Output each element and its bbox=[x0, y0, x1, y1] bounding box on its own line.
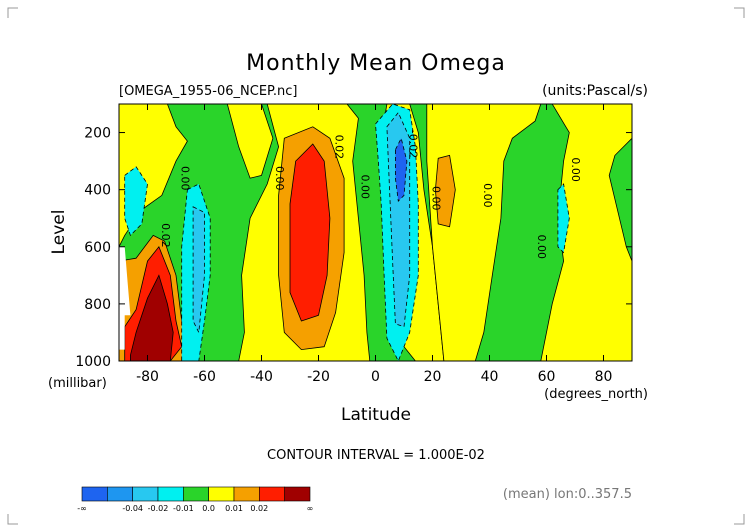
colorbar-label-4: 0.0 bbox=[202, 504, 215, 513]
y-tick-label-1: 400 bbox=[84, 183, 111, 199]
contour-region-12 bbox=[129, 274, 174, 361]
contour-label-3: 0.02 bbox=[333, 135, 346, 160]
contour-region-19 bbox=[394, 137, 408, 202]
x-tick-label-7: 60 bbox=[538, 369, 556, 385]
y-tick-label-0: 200 bbox=[84, 126, 111, 142]
contour-label-8: 0.00 bbox=[535, 235, 548, 260]
colorbar-swatch-8 bbox=[284, 486, 311, 502]
footer-text: (mean) lon:0..357.5 bbox=[503, 487, 632, 502]
x-tick-label-5: 20 bbox=[424, 369, 442, 385]
contour-label-6: 0.00 bbox=[430, 186, 443, 211]
corner-mark-bl bbox=[7, 514, 18, 525]
contour-interval-text: CONTOUR INTERVAL = 1.000E-02 bbox=[267, 448, 485, 463]
contour-region-9 bbox=[434, 154, 456, 228]
corner-mark-tl bbox=[7, 7, 18, 18]
colorbar: -∞ -0.04 -0.02 -0.01 0.0 0.01 0.02 ∞ bbox=[77, 486, 314, 513]
x-tick-label-1: -60 bbox=[193, 369, 216, 385]
contour-region-5 bbox=[426, 104, 542, 361]
contour-region-16 bbox=[557, 183, 570, 254]
colorbar-swatch-1 bbox=[107, 486, 133, 502]
contour-label-2: 0.00 bbox=[273, 166, 286, 191]
colorbar-label-1: -0.04 bbox=[122, 504, 143, 513]
colorbar-label-7: ∞ bbox=[307, 504, 314, 513]
y-axis-label: Level bbox=[49, 210, 69, 255]
colorbar-swatch-6 bbox=[233, 486, 260, 502]
y-tick-label-2: 600 bbox=[84, 240, 111, 256]
colorbar-label-0: -∞ bbox=[77, 504, 87, 513]
missing-data-region bbox=[119, 246, 131, 350]
contour-label-5: -0.02 bbox=[407, 130, 420, 158]
x-tick-label-2: -40 bbox=[250, 369, 273, 385]
contour-label-4: 0.00 bbox=[358, 175, 371, 200]
x-axis-label: Latitude bbox=[341, 405, 411, 425]
corner-mark-tr bbox=[734, 7, 745, 18]
axes: -80 -60 -40 -20 0 20 40 60 80 200 400 600 800 1000 bbox=[75, 104, 632, 385]
chart-title: Monthly Mean Omega bbox=[246, 51, 506, 76]
x-tick-label-4: 0 bbox=[371, 369, 380, 385]
x-axis-unit: (degrees_north) bbox=[544, 387, 648, 402]
colorbar-swatch-2 bbox=[132, 486, 159, 502]
colorbar-label-5: 0.01 bbox=[225, 504, 243, 513]
colorbar-swatch-3 bbox=[157, 486, 184, 502]
x-tick-label-3: -20 bbox=[307, 369, 330, 385]
colorbar-label-2: -0.02 bbox=[148, 504, 169, 513]
x-tick-label-6: 40 bbox=[481, 369, 499, 385]
y-axis-unit: (millibar) bbox=[48, 376, 107, 391]
colorbar-swatch-5 bbox=[208, 486, 235, 502]
contour-labels: 0.00 0.02 0.00 0.02 0.00 -0.02 0.00 0.00 0.00 0.0… bbox=[159, 130, 582, 259]
colorbar-swatch-7 bbox=[259, 486, 285, 502]
colorbar-label-3: -0.01 bbox=[173, 504, 194, 513]
x-tick-label-8: 80 bbox=[595, 369, 613, 385]
file-label: [OMEGA_1955-06_NCEP.nc] bbox=[119, 84, 297, 99]
x-tick-label-0: -80 bbox=[136, 369, 159, 385]
colorbar-swatch-0 bbox=[81, 486, 108, 502]
contour-region-10 bbox=[289, 143, 331, 322]
colorbar-swatch-4 bbox=[183, 486, 209, 502]
contour-label-7: 0.00 bbox=[481, 183, 494, 208]
y-tick-label-4: 1000 bbox=[75, 354, 111, 370]
contour-label-9: 0.00 bbox=[569, 157, 582, 182]
contour-region-18 bbox=[192, 206, 205, 334]
corner-mark-br bbox=[734, 514, 745, 525]
contour-region-13 bbox=[124, 166, 148, 237]
units-label: (units:Pascal/s) bbox=[542, 83, 648, 99]
colorbar-label-6: 0.02 bbox=[250, 504, 268, 513]
contour-region-2 bbox=[226, 104, 274, 179]
contour-region-6 bbox=[540, 104, 632, 361]
contour-label-0: 0.00 bbox=[179, 166, 192, 191]
plot-area bbox=[119, 104, 632, 361]
contour-label-1: 0.02 bbox=[159, 223, 172, 248]
y-tick-label-3: 800 bbox=[84, 297, 111, 313]
